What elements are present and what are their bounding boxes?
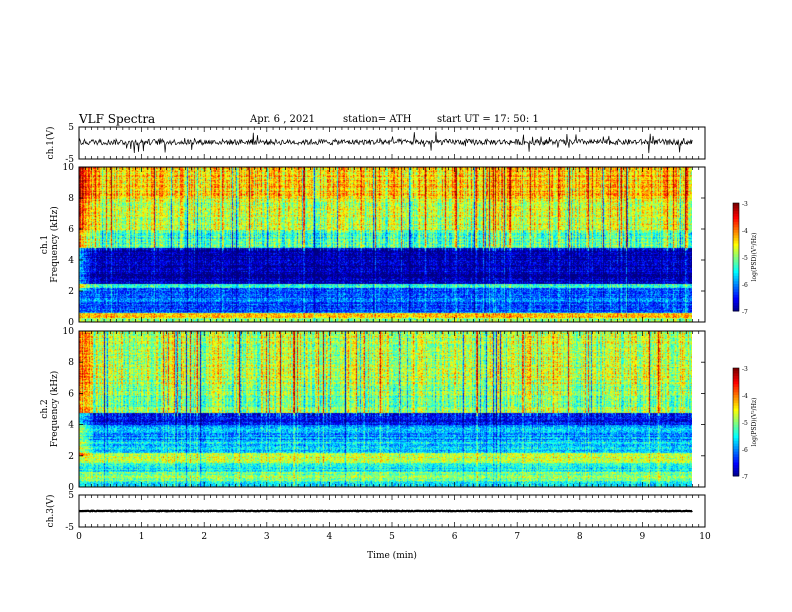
x-tick-label: 9 bbox=[640, 532, 646, 542]
y-tick-label: 2 bbox=[68, 287, 74, 297]
figure-title: VLF Spectra bbox=[79, 112, 156, 126]
colorbar-tick-label: -3 bbox=[742, 201, 748, 208]
channel-voltage-label: ch.3(V) bbox=[45, 495, 56, 528]
channel-voltage-label: ch.1(V) bbox=[45, 127, 56, 160]
x-tick-label: 7 bbox=[514, 532, 520, 542]
y-tick-label: -5 bbox=[65, 523, 74, 533]
x-axis-label: Time (min) bbox=[367, 550, 417, 561]
frequency-axis-label: Frequency (kHz) bbox=[49, 206, 60, 283]
y-tick-label: 0 bbox=[68, 318, 74, 328]
colorbar-tick-label: -3 bbox=[742, 366, 748, 373]
y-tick-label: 10 bbox=[63, 327, 75, 337]
colorbar-tick-label: -6 bbox=[742, 447, 748, 454]
station-label: station= ATH bbox=[343, 114, 412, 125]
spectrogram-ch2 bbox=[79, 331, 692, 487]
colorbar-ch1 bbox=[732, 202, 740, 312]
colorbar-tick-label: -7 bbox=[742, 309, 748, 316]
colorbar-tick-label: -6 bbox=[742, 282, 748, 289]
x-tick-label: 0 bbox=[76, 532, 82, 542]
y-tick-label: 10 bbox=[63, 163, 75, 173]
x-tick-label: 5 bbox=[389, 532, 395, 542]
y-tick-label: -5 bbox=[65, 155, 74, 165]
x-tick-label: 1 bbox=[139, 532, 145, 542]
y-tick-label: 6 bbox=[68, 389, 74, 399]
colorbar-label: log(PSD)(V²/Hz) bbox=[751, 398, 758, 447]
x-tick-label: 10 bbox=[699, 532, 711, 542]
channel-label: ch.1 bbox=[40, 235, 50, 254]
y-tick-label: 6 bbox=[68, 225, 74, 235]
colorbar-tick-label: -4 bbox=[742, 228, 748, 235]
colorbar-tick-label: -7 bbox=[742, 474, 748, 481]
colorbar-tick-label: -5 bbox=[742, 255, 748, 262]
x-tick-label: 6 bbox=[452, 532, 458, 542]
colorbar-ch2 bbox=[732, 367, 740, 477]
x-tick-label: 3 bbox=[264, 532, 270, 542]
date-label: Apr. 6 , 2021 bbox=[250, 114, 316, 125]
frequency-axis-label: Frequency (kHz) bbox=[49, 371, 60, 448]
y-tick-label: 0 bbox=[68, 483, 74, 493]
colorbar-label: log(PSD)(V²/Hz) bbox=[751, 233, 758, 282]
x-tick-label: 2 bbox=[201, 532, 207, 542]
y-tick-label: 8 bbox=[68, 358, 74, 368]
x-tick-label: 8 bbox=[577, 532, 583, 542]
y-tick-label: 5 bbox=[68, 123, 74, 133]
channel-label: ch.2 bbox=[40, 399, 50, 418]
spectrogram-ch1 bbox=[79, 167, 692, 322]
waveform-ch3 bbox=[78, 509, 693, 513]
colorbar-tick-label: -4 bbox=[742, 393, 748, 400]
y-tick-label: 5 bbox=[68, 491, 74, 501]
colorbar-tick-label: -5 bbox=[742, 420, 748, 427]
y-tick-label: 2 bbox=[68, 452, 74, 462]
waveform-ch1 bbox=[78, 131, 693, 154]
y-tick-label: 4 bbox=[68, 421, 74, 431]
start-time-label: start UT = 17: 50: 1 bbox=[437, 114, 539, 125]
x-tick-label: 4 bbox=[327, 532, 333, 542]
y-tick-label: 4 bbox=[68, 256, 74, 266]
y-tick-label: 8 bbox=[68, 194, 74, 204]
